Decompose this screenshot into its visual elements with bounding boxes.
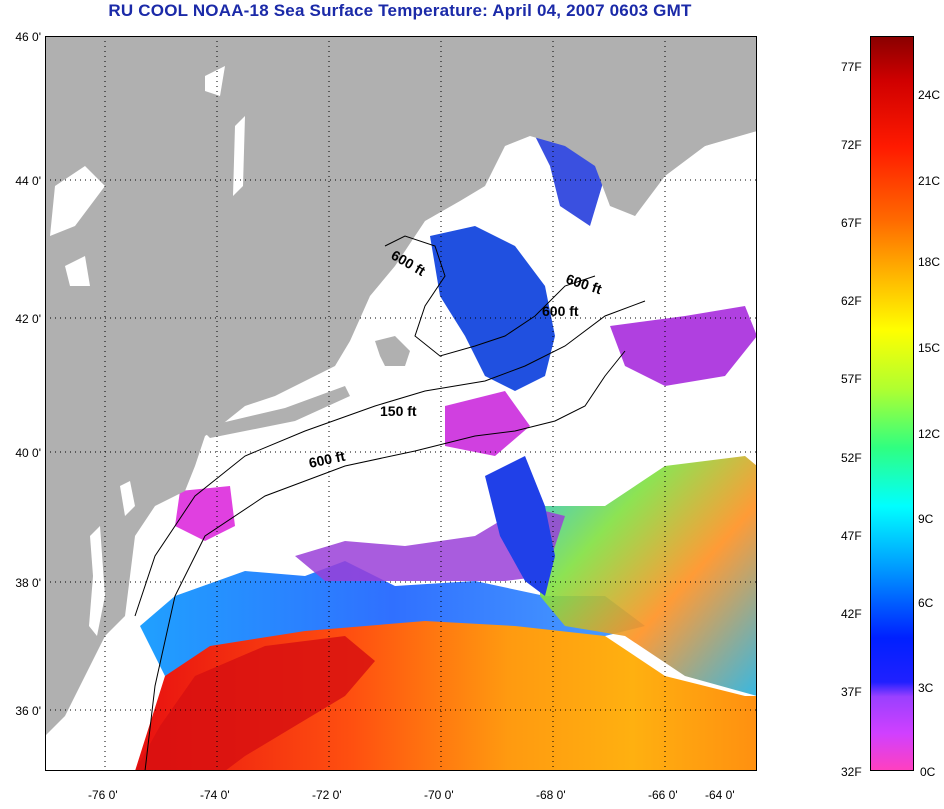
latitude-label: 42 0' xyxy=(15,312,41,326)
celsius-label: 15C xyxy=(918,341,941,355)
cool-band-region xyxy=(140,561,645,676)
contour-label: 150 ft xyxy=(380,403,417,419)
longitude-label: -70 0' xyxy=(424,788,454,802)
fahrenheit-label: 62F xyxy=(841,294,862,308)
latitude-label: 38 0' xyxy=(15,576,41,590)
celsius-label: 6C xyxy=(918,596,934,610)
color-scale-bar xyxy=(870,36,914,771)
contour-label: 600 ft xyxy=(542,303,579,319)
sst-map: 600 ft 600 ft 600 ft 150 ft 600 ft xyxy=(45,36,757,771)
cape-cod xyxy=(375,336,410,366)
contour-150ft xyxy=(134,300,646,617)
latitude-label: 40 0' xyxy=(15,446,41,460)
magenta-patch xyxy=(175,486,235,541)
fahrenheit-label: 32F xyxy=(841,765,862,779)
celsius-label: 3C xyxy=(918,681,934,695)
graticule xyxy=(45,36,757,771)
celsius-label: 12C xyxy=(918,427,941,441)
longitude-label: -76 0' xyxy=(88,788,118,802)
celsius-label: 18C xyxy=(918,255,941,269)
fahrenheit-label: 72F xyxy=(841,138,862,152)
eastern-mixed-region xyxy=(540,456,757,696)
longitude-label: -64 0' xyxy=(705,788,735,802)
longitude-label: -72 0' xyxy=(312,788,342,802)
chesapeake-bay xyxy=(89,481,135,636)
latitude-label: 36 0' xyxy=(15,704,41,718)
fahrenheit-label: 67F xyxy=(841,216,862,230)
celsius-label: 21C xyxy=(918,174,941,188)
celsius-label: 24C xyxy=(918,88,941,102)
latitude-label: 44 0' xyxy=(15,174,41,188)
fahrenheit-label: 37F xyxy=(841,685,862,699)
map-frame xyxy=(45,36,757,771)
landmass xyxy=(45,36,757,736)
contour-label: 600 ft xyxy=(307,448,346,471)
contour-600ft-gom xyxy=(384,235,596,357)
fahrenheit-label: 42F xyxy=(841,607,862,621)
magenta-patch-east xyxy=(610,306,757,386)
gulf-of-maine-cold-region xyxy=(430,226,555,391)
fahrenheit-label: 77F xyxy=(841,60,862,74)
fahrenheit-label: 52F xyxy=(841,451,862,465)
celsius-label: 9C xyxy=(918,512,934,526)
map-title: RU COOL NOAA-18 Sea Surface Temperature:… xyxy=(108,1,692,20)
cold-blue-plume xyxy=(485,456,555,596)
celsius-label: 0C xyxy=(920,765,936,779)
longitude-label: -68 0' xyxy=(536,788,566,802)
fahrenheit-label: 57F xyxy=(841,372,862,386)
longitude-label: -66 0' xyxy=(648,788,678,802)
long-island xyxy=(200,386,350,438)
lakes xyxy=(50,66,245,286)
magenta-patch-north xyxy=(445,391,530,456)
longitude-label: -74 0' xyxy=(200,788,230,802)
nova-scotia xyxy=(605,66,757,216)
latitude-label: 46 0' xyxy=(15,30,41,44)
hot-core-region xyxy=(135,636,375,771)
fahrenheit-label: 47F xyxy=(841,529,862,543)
contour-600ft xyxy=(144,350,626,771)
